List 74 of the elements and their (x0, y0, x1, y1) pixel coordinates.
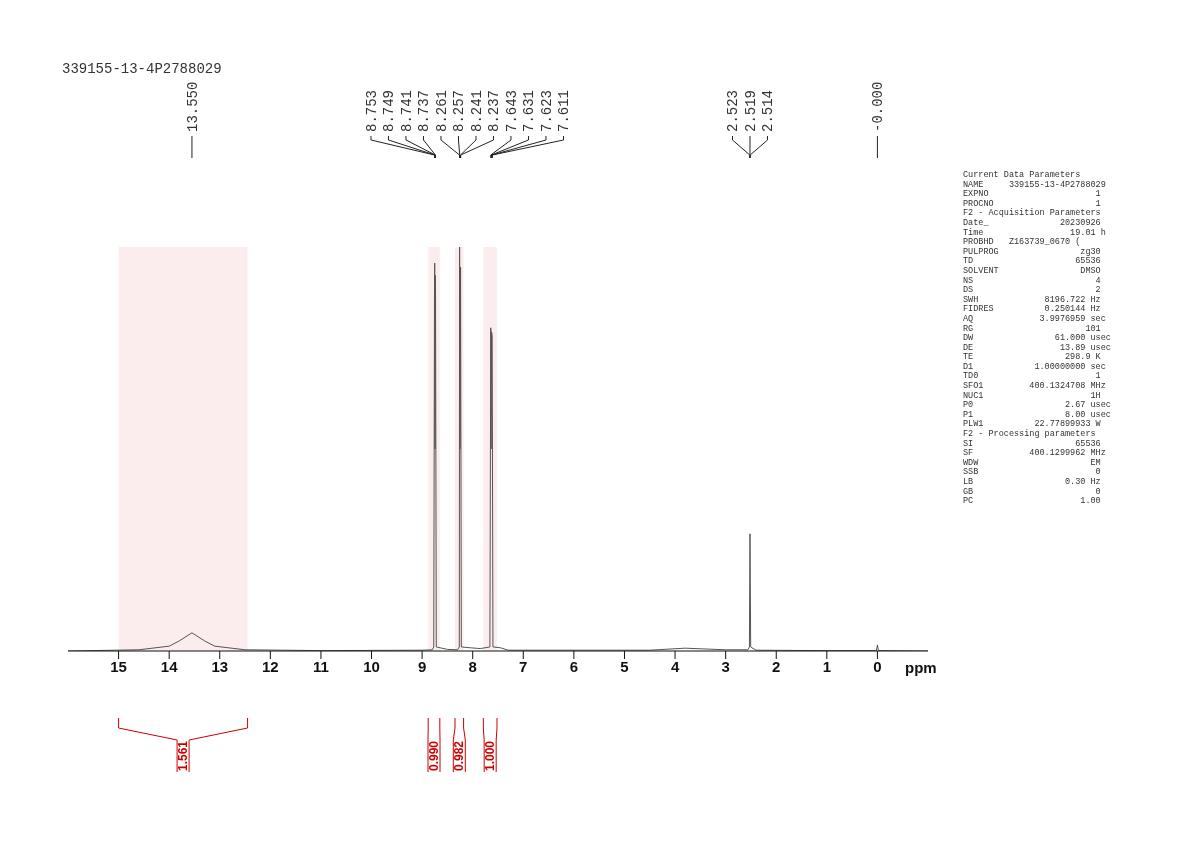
band-label: 1.561 (176, 740, 191, 771)
text: Current Data Parameters (963, 170, 1082, 181)
text: P0 2.67 usec (963, 400, 1111, 411)
annotation: 8.737 (416, 89, 433, 132)
text: WDW EM (963, 457, 1102, 468)
band-label: 0.982 (452, 740, 467, 771)
text: DE 13.89 usec (963, 342, 1111, 353)
annotation: 8.237 (486, 89, 503, 132)
annotation: 2.519 (743, 89, 759, 132)
x-tick-label: 5 (620, 657, 629, 675)
text: PC 1.00 (963, 496, 1102, 507)
text: PULPROG zg30 (963, 246, 1102, 257)
annotation: 2.523 (725, 89, 742, 132)
text: SSB 0 (963, 467, 1102, 478)
x-tick-label: 0 (873, 657, 882, 675)
annotation: 7.623 (538, 89, 555, 132)
x-tick-label: 11 (313, 657, 329, 675)
annotation: 8.261 (433, 89, 450, 132)
text: LB 0.30 Hz (963, 477, 1102, 488)
annotation: 8.741 (398, 89, 415, 132)
text: TE 298.9 K (963, 352, 1102, 363)
x-tick-label: 12 (262, 657, 279, 675)
x-tick-label: 9 (417, 657, 427, 675)
annotation: 8.257 (451, 89, 468, 132)
text: Time 19.01 h (963, 227, 1107, 238)
text: AQ 3.9976959 sec (963, 313, 1107, 325)
annotation: -0.000 (870, 81, 887, 132)
text: RG 101 (963, 323, 1102, 334)
text: DW 61.000 usec (963, 333, 1111, 344)
annotation: 7.611 (556, 89, 573, 132)
text: NAME 339155-13-4P2788029 (963, 179, 1107, 190)
text: SOLVENT DMSO (963, 265, 1102, 277)
text: P1 8.00 usec (963, 409, 1111, 420)
text: F2 - Acquisition Parameters (963, 208, 1102, 219)
text: GB 0 (963, 486, 1102, 497)
annotation: 13.550 (184, 81, 201, 132)
annotation: 8.753 (363, 89, 380, 132)
text: EXPNO 1 (963, 189, 1102, 200)
text: F2 - Processing parameters (963, 429, 1097, 440)
annotation: 8.749 (381, 89, 398, 132)
text: SI 65536 (963, 438, 1102, 449)
x-tick-label: 2 (772, 657, 781, 675)
x-tick-label: 10 (363, 657, 380, 675)
text: NS 4 (963, 275, 1102, 286)
x-tick-label: 8 (468, 657, 477, 675)
text: NUC1 1H (963, 390, 1102, 401)
annotation: 7.631 (521, 89, 538, 132)
annotation: 8.241 (468, 89, 485, 132)
text: SF 400.1299962 MHz (963, 448, 1107, 459)
text: TD0 1 (963, 371, 1102, 382)
text: PROBHD Z163739_0670 ( (963, 237, 1082, 248)
x-tick-label: 7 (519, 657, 528, 675)
text: PLW1 22.77899933 W (963, 419, 1102, 430)
x-tick-label: 14 (160, 657, 179, 675)
text: D1 1.00000000 sec (963, 361, 1107, 372)
chart-title: 339155-13-4P2788029 (62, 61, 222, 77)
text: SWH 8196.722 Hz (963, 294, 1102, 305)
text: Date_ 20230926 (963, 217, 1102, 228)
annotation: 7.643 (503, 89, 520, 132)
x-tick-label: 4 (670, 657, 680, 675)
x-tick-label: 1 (822, 657, 831, 675)
text: PROCNO 1 (963, 198, 1102, 209)
text: DS 2 (963, 285, 1102, 296)
x-tick-label: 13 (211, 657, 229, 675)
band-label: 1.000 (483, 740, 498, 771)
x-axis-title: ppm (905, 659, 937, 676)
text: FIDRES 0.250144 Hz (963, 304, 1102, 315)
text: TD 65536 (963, 256, 1102, 267)
x-tick-label: 15 (110, 657, 127, 675)
x-tick-label: 3 (721, 657, 730, 675)
text: SFO1 400.1324708 MHz (963, 381, 1107, 392)
x-tick-label: 6 (569, 657, 579, 675)
annotation: 2.514 (760, 89, 777, 132)
band-label: 0.990 (427, 740, 442, 771)
